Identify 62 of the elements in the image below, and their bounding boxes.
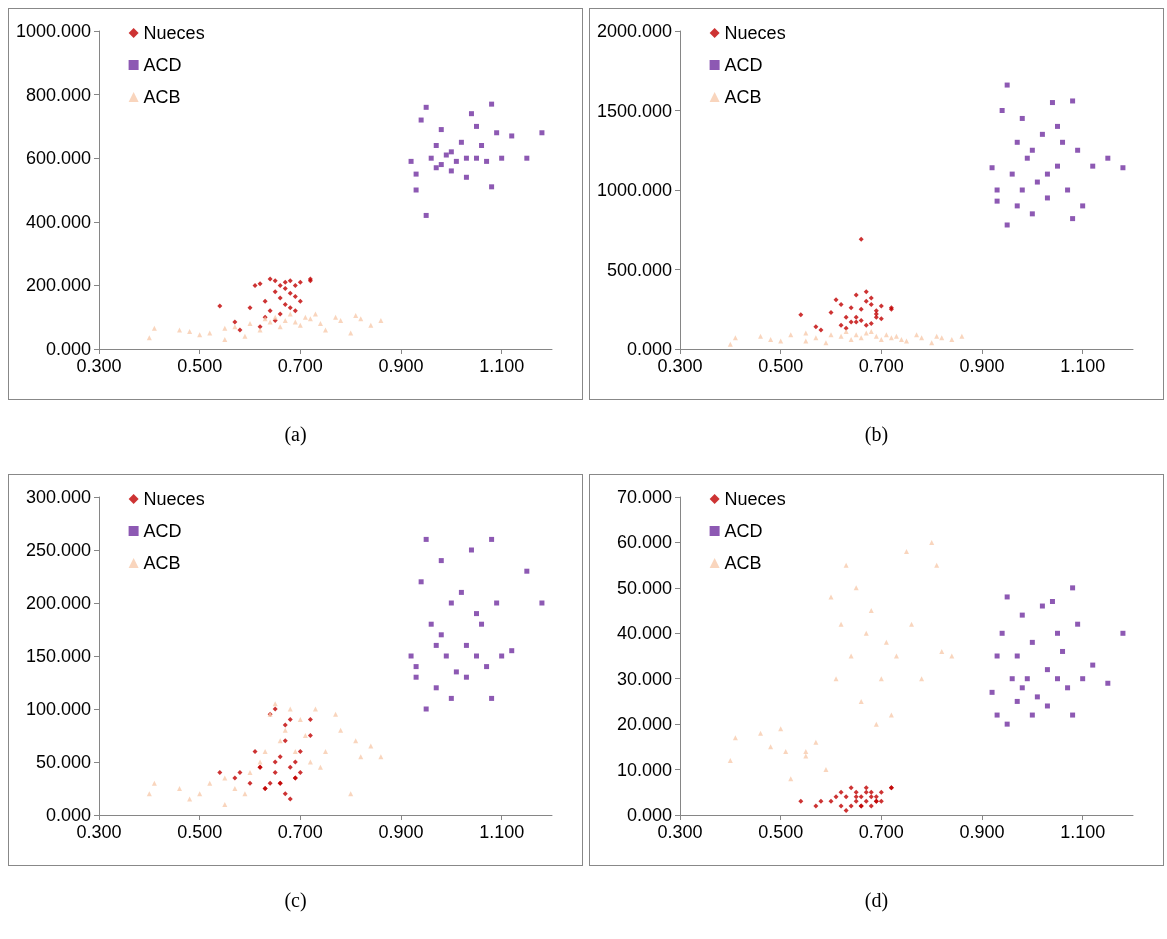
y-tick-label: 20.000 xyxy=(616,714,672,735)
legend-label: Nueces xyxy=(724,23,786,43)
y-tick-label: 70.000 xyxy=(616,487,672,507)
x-tick-label: 0.900 xyxy=(959,822,1005,842)
legend-label: ACD xyxy=(143,521,182,541)
text: (b) xyxy=(863,422,890,448)
y-tick-label: 200.000 xyxy=(25,593,91,613)
y-tick-label: 0.000 xyxy=(45,805,91,825)
x-tick-label: 0.700 xyxy=(858,822,904,842)
x-tick-label: 1.100 xyxy=(1060,822,1106,842)
x-tick-label: 1.100 xyxy=(479,356,525,376)
legend-label: ACB xyxy=(724,553,762,573)
x-tick-label: 0.500 xyxy=(177,356,223,376)
legend-label: ACD xyxy=(724,521,763,541)
x-tick-label: 0.500 xyxy=(758,356,804,376)
y-tick-label: 150.000 xyxy=(25,646,91,666)
y-tick-label: 800.000 xyxy=(25,84,91,105)
legend-label: ACB xyxy=(143,553,181,573)
x-tick-label: 0.700 xyxy=(277,356,323,376)
y-tick-label: 100.000 xyxy=(25,699,91,719)
x-tick-label: 1.100 xyxy=(479,822,525,842)
y-tick-label: 400.000 xyxy=(25,211,91,232)
x-tick-label: 0.900 xyxy=(378,822,424,842)
text: (a) xyxy=(283,422,308,448)
y-tick-label: 30.000 xyxy=(616,668,672,689)
y-tick-label: 1000.000 xyxy=(596,180,672,200)
x-tick-label: 1.100 xyxy=(1060,356,1106,376)
text: (c) xyxy=(283,888,308,914)
y-tick-label: 600.000 xyxy=(25,148,91,169)
y-tick-label: 200.000 xyxy=(25,275,91,296)
x-tick-label: 0.300 xyxy=(76,822,122,842)
y-tick-label: 1500.000 xyxy=(596,100,672,121)
text: (d) xyxy=(863,888,890,914)
y-tick-label: 250.000 xyxy=(25,540,91,560)
x-tick-label: 0.900 xyxy=(378,356,424,376)
y-tick-label: 1000.000 xyxy=(15,21,91,41)
y-tick-label: 60.000 xyxy=(616,532,672,553)
x-tick-label: 0.300 xyxy=(76,356,122,376)
y-tick-label: 500.000 xyxy=(606,259,672,280)
y-tick-label: 0.000 xyxy=(626,339,672,359)
x-tick-label: 0.300 xyxy=(657,822,703,842)
y-tick-label: 0.000 xyxy=(45,339,91,359)
y-tick-label: 2000.000 xyxy=(596,21,672,41)
legend-label: ACD xyxy=(143,55,182,75)
x-tick-label: 0.900 xyxy=(959,356,1005,376)
x-tick-label: 0.500 xyxy=(177,822,223,842)
legend-label: ACD xyxy=(724,55,763,75)
x-tick-label: 0.300 xyxy=(657,356,703,376)
x-tick-label: 0.700 xyxy=(858,356,904,376)
y-tick-label: 50.000 xyxy=(616,577,672,598)
y-tick-label: 300.000 xyxy=(25,487,91,507)
y-tick-label: 10.000 xyxy=(616,759,672,780)
legend-label: ACB xyxy=(143,87,181,107)
y-tick-label: 0.000 xyxy=(626,805,672,825)
legend-label: Nueces xyxy=(143,489,205,509)
legend-label: Nueces xyxy=(724,489,786,509)
y-tick-label: 50.000 xyxy=(35,752,91,772)
x-tick-label: 0.700 xyxy=(277,822,323,842)
legend-label: ACB xyxy=(724,87,762,107)
legend-label: Nueces xyxy=(143,23,205,43)
x-tick-label: 0.500 xyxy=(758,822,804,842)
y-tick-label: 40.000 xyxy=(616,623,672,644)
